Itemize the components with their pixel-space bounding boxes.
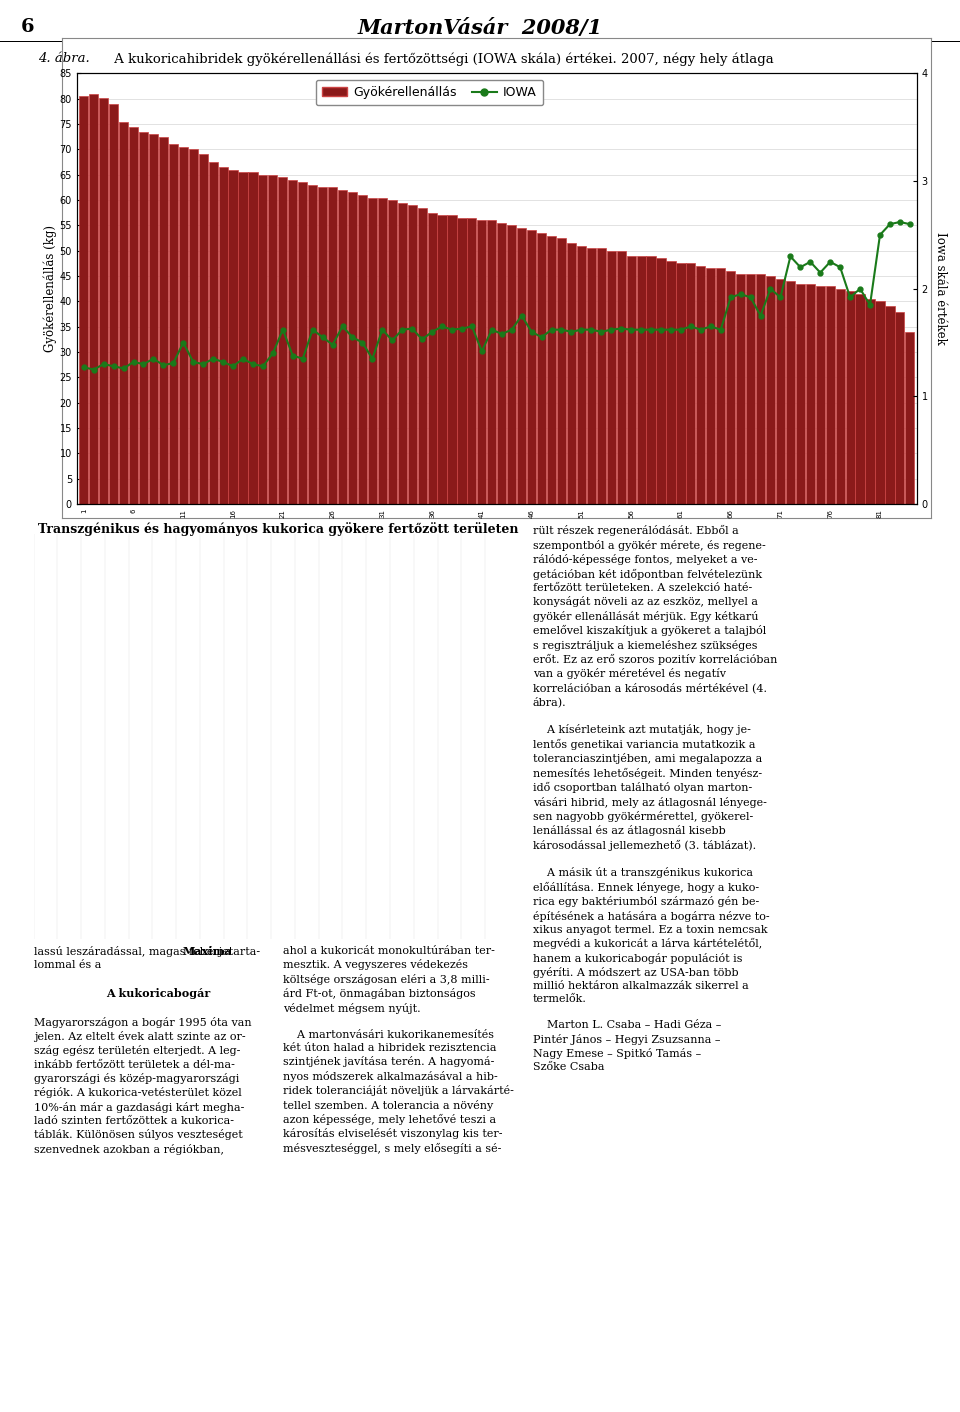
Bar	[268, 175, 277, 504]
Bar	[557, 239, 566, 504]
Text: MartonVásár  2008/1: MartonVásár 2008/1	[357, 17, 603, 38]
Bar	[876, 301, 884, 504]
Text: A kukoricabogár: A kukoricabogár	[107, 988, 210, 1000]
Bar	[597, 249, 606, 504]
Bar	[537, 233, 546, 504]
Bar	[139, 131, 148, 504]
Bar	[527, 230, 537, 504]
Text: .: .	[228, 946, 232, 956]
Bar	[677, 264, 685, 504]
Bar	[378, 198, 387, 504]
Bar	[646, 256, 656, 504]
Bar	[835, 288, 845, 504]
Bar	[189, 150, 198, 504]
Bar	[438, 215, 446, 504]
Bar	[368, 198, 377, 504]
Bar	[169, 144, 178, 504]
Bar	[457, 217, 467, 504]
Text: Maxima: Maxima	[182, 946, 232, 957]
Y-axis label: Iowa skála értékek: Iowa skála értékek	[934, 233, 948, 345]
Bar	[796, 284, 804, 504]
Bar	[497, 223, 506, 504]
Bar	[288, 179, 298, 504]
Bar	[348, 192, 357, 504]
Bar	[826, 287, 835, 504]
Bar	[477, 220, 487, 504]
Bar	[707, 268, 715, 504]
Bar	[338, 191, 348, 504]
Bar	[158, 137, 168, 504]
Bar	[129, 127, 138, 504]
Bar	[99, 97, 108, 504]
Bar	[427, 213, 437, 504]
Bar	[866, 299, 875, 504]
Bar	[776, 278, 785, 504]
Bar	[299, 182, 307, 504]
Bar	[736, 274, 745, 504]
Text: ahol a kukoricát monokultúrában ter-
mesztik. A vegyszeres védekezés
költsége or: ahol a kukoricát monokultúrában ter- mes…	[283, 946, 514, 1154]
Bar	[805, 284, 815, 504]
Bar	[89, 93, 98, 504]
Bar	[308, 185, 317, 504]
Bar	[607, 251, 615, 504]
Bar	[79, 96, 88, 504]
Bar	[746, 274, 756, 504]
Text: Transzgénikus és hagyományos kukorica gyökere fertőzött területen: Transzgénikus és hagyományos kukorica gy…	[38, 522, 519, 537]
Bar	[119, 121, 128, 504]
Bar	[397, 202, 407, 504]
Bar	[507, 226, 516, 504]
Bar	[786, 281, 795, 504]
Bar	[488, 220, 496, 504]
Text: rült részek regenerálódását. Ebből a
szempontból a gyökér mérete, és regene-
rál: rült részek regenerálódását. Ebből a sze…	[533, 525, 778, 1072]
Bar	[627, 256, 636, 504]
Bar	[517, 227, 526, 504]
Bar	[199, 154, 207, 504]
Bar	[219, 167, 228, 504]
Bar	[905, 332, 915, 504]
Bar	[418, 208, 427, 504]
Bar	[816, 287, 825, 504]
Text: Magyarországon a bogár 1995 óta van
jelen. Az eltelt évek alatt szinte az or-
sz: Magyarországon a bogár 1995 óta van jele…	[34, 1017, 252, 1155]
Bar	[447, 215, 457, 504]
Bar	[587, 249, 596, 504]
Bar	[258, 175, 268, 504]
Bar	[249, 172, 257, 504]
Bar	[408, 205, 417, 504]
Bar	[238, 172, 248, 504]
Bar	[885, 306, 895, 504]
Y-axis label: Gyökérellenállás (kg): Gyökérellenállás (kg)	[43, 226, 57, 352]
Bar	[566, 243, 576, 504]
Bar	[686, 264, 695, 504]
Bar	[716, 268, 726, 504]
Legend: Gyökérellenállás, IOWA: Gyökérellenállás, IOWA	[316, 79, 543, 104]
Bar	[577, 246, 586, 504]
Bar	[388, 201, 396, 504]
Bar	[318, 188, 327, 504]
Bar	[896, 312, 904, 504]
Bar	[468, 217, 476, 504]
Bar	[328, 188, 337, 504]
Bar	[766, 277, 775, 504]
Text: A kukoricahibridek gyökérellenállási és fertőzöttségi (IOWA skála) értékei. 2007: A kukoricahibridek gyökérellenállási és …	[110, 52, 774, 66]
Bar	[358, 195, 367, 504]
Bar	[666, 261, 676, 504]
Bar	[208, 162, 218, 504]
Bar	[636, 256, 646, 504]
Bar	[846, 291, 854, 504]
Bar	[756, 274, 765, 504]
Text: 4. ábra.: 4. ábra.	[38, 52, 90, 65]
Bar	[149, 134, 158, 504]
Text: 6: 6	[21, 17, 35, 35]
Bar	[278, 178, 287, 504]
Bar	[696, 265, 706, 504]
Bar	[179, 147, 188, 504]
Bar	[726, 271, 735, 504]
Bar	[228, 169, 238, 504]
Bar	[547, 236, 556, 504]
Bar	[109, 104, 118, 504]
Bar	[657, 258, 665, 504]
Text: lassú leszáradással, magas fehérjetarta-
lommal és a: lassú leszáradással, magas fehérjetarta-…	[34, 946, 260, 970]
Bar	[616, 251, 626, 504]
Bar	[855, 294, 865, 504]
